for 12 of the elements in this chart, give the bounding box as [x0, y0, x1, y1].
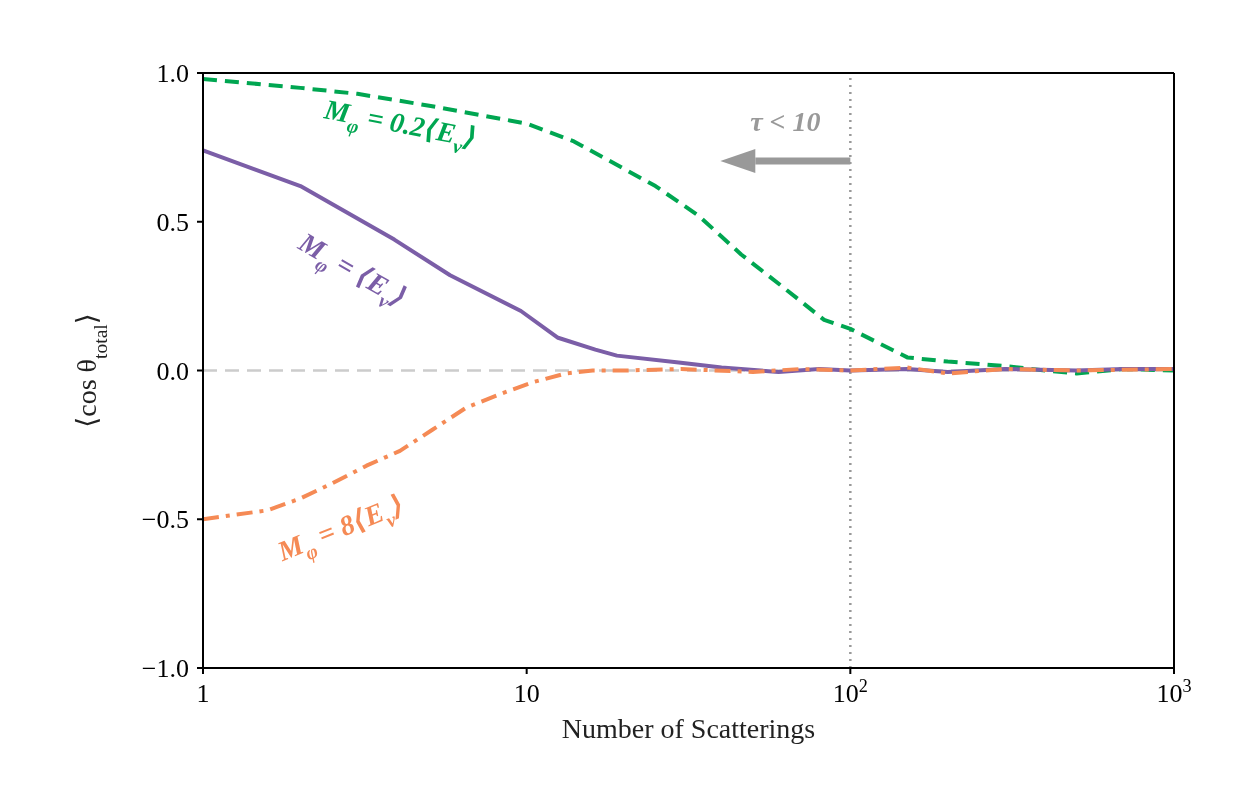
- x-tick-label: 1: [196, 679, 210, 708]
- x-axis-title: Number of Scatterings: [561, 713, 816, 744]
- x-tick-label: 10$^{3}$: [1156, 676, 1192, 708]
- text: M$_{φ}$ = 0.2⟨E$_{ν}$⟩: [321, 93, 480, 158]
- x-tick-label: 10$^{2}$: [832, 676, 868, 708]
- y-tick-label: −0.5: [141, 505, 189, 535]
- x-tick-label: 10: [513, 679, 540, 708]
- y-tick-label: 1.0: [156, 59, 189, 88]
- y-tick-label: −1.0: [141, 654, 189, 683]
- y-tick-label: 0.5: [156, 207, 189, 237]
- ref-line-label: τ < 10: [750, 106, 821, 137]
- y-tick-label: 0.0: [156, 356, 189, 386]
